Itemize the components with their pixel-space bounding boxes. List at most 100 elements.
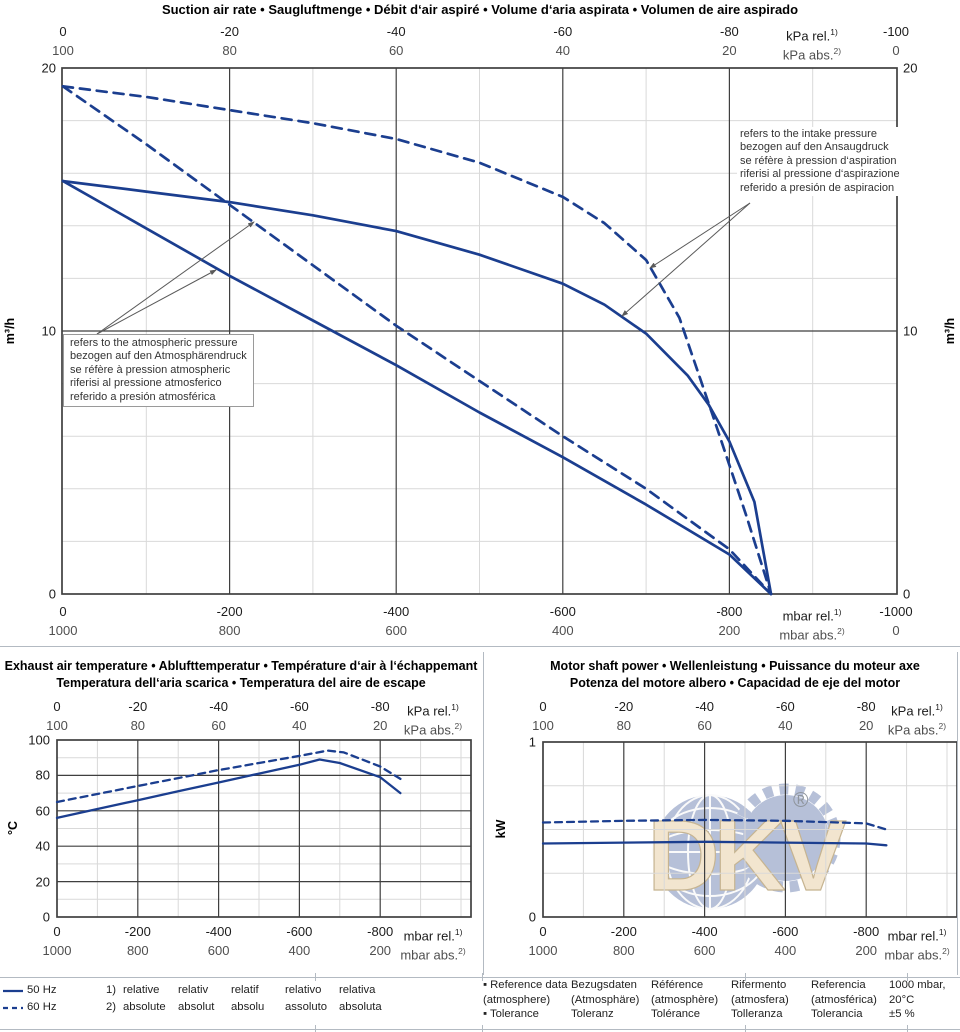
y-tick: 20 <box>35 874 50 890</box>
footnote-term: absolute <box>123 1001 166 1013</box>
annotation-line: bezogen auf den Ansaugdruck <box>740 141 889 154</box>
reference-cell: Tolleranza <box>731 1008 783 1020</box>
annotation-line: riferisi al pressione d‘aspirazione <box>740 168 900 181</box>
x-tick-rel: -80 <box>856 699 876 714</box>
footnote-term: absolu <box>231 1001 265 1013</box>
footnote-number: 2) <box>106 1001 117 1013</box>
x-axis-unit-abs: mbar abs.2) <box>884 946 950 963</box>
footnote-term: relativa <box>339 984 376 996</box>
annotation-arrow <box>96 221 255 335</box>
x-tick-abs: 40 <box>778 718 793 733</box>
x-tick-abs: 800 <box>126 943 149 958</box>
x-tick-rel: -600 <box>549 604 576 619</box>
y-tick: 100 <box>28 732 50 748</box>
x-tick-abs: 600 <box>207 943 230 958</box>
x-tick-rel: -600 <box>286 924 313 939</box>
x-tick-abs: 400 <box>288 943 311 958</box>
x-tick-abs: 40 <box>292 718 307 733</box>
legend-column-tick <box>482 1025 483 1032</box>
x-tick-abs: 0 <box>892 43 900 58</box>
x-tick-abs: 20 <box>372 718 388 733</box>
separator-vertical-middle <box>483 652 484 975</box>
plot-border <box>61 67 898 595</box>
x-tick-rel: -60 <box>775 699 795 714</box>
y-axis-unit: m³/h <box>3 317 17 345</box>
x-tick-rel: -80 <box>370 699 390 714</box>
x-tick-abs: 20 <box>722 43 737 58</box>
y-axis-unit-right: m³/h <box>943 317 957 345</box>
x-tick-rel: -800 <box>853 924 880 939</box>
x-tick-rel: 0 <box>53 699 61 714</box>
curve-50hz <box>55 758 402 820</box>
reference-cell: (atmosférica) <box>811 993 877 1006</box>
x-axis-unit-abs: kPa abs.2) <box>403 721 463 738</box>
y-tick: 10 <box>41 323 56 339</box>
x-axis-unit-rel: kPa rel.1) <box>786 27 838 44</box>
separator-vertical-right <box>957 652 958 975</box>
footnote-term: relatif <box>231 984 259 996</box>
x-tick-abs: 1000 <box>528 943 558 958</box>
chart-plot-0 <box>61 67 898 596</box>
curve-60hz <box>61 85 773 596</box>
y-tick: 0 <box>42 909 50 925</box>
x-tick-abs: 100 <box>46 718 68 733</box>
x-axis-unit-abs: kPa abs.2) <box>782 46 842 63</box>
footnote-term: assoluto <box>285 1001 328 1013</box>
x-tick-rel: -20 <box>220 24 239 39</box>
x-tick-abs: 60 <box>697 718 712 733</box>
x-tick-rel: -40 <box>209 699 228 714</box>
curve-60hz <box>55 749 402 804</box>
x-tick-abs: 600 <box>385 623 408 638</box>
legend-column-tick <box>907 973 908 981</box>
x-tick-rel: 0 <box>539 699 547 714</box>
annotation-line: referido a presión atmosférica <box>70 390 216 403</box>
x-tick-rel: -400 <box>691 924 718 939</box>
x-tick-rel: 0 <box>53 924 61 939</box>
annotation-intake: refers to the intake pressure bezogen auf… <box>737 127 903 197</box>
x-tick-rel: -80 <box>719 24 739 39</box>
x-tick-abs: 80 <box>616 718 632 733</box>
footnote-term: relative <box>123 984 160 996</box>
annotation-line: bezogen auf den Atmosphärendruck <box>70 350 247 363</box>
x-axis-unit-abs: mbar abs.2) <box>779 626 845 643</box>
reference-cell: ±5 % <box>889 1008 915 1020</box>
x-axis-unit-abs: kPa abs.2) <box>887 721 947 738</box>
power-chart-title-2: Potenza del motore albero • Capacidad de… <box>569 676 901 690</box>
x-tick-rel: 0 <box>59 24 67 39</box>
x-tick-abs: 200 <box>369 943 392 958</box>
x-tick-rel: -400 <box>383 604 410 619</box>
reference-cell: Bezugsdaten <box>571 979 637 991</box>
x-axis-unit-rel: kPa rel.1) <box>407 702 459 719</box>
x-tick-abs: 400 <box>774 943 797 958</box>
reference-cell: (atmosfera) <box>731 993 789 1006</box>
reference-cell: ▪ Reference data <box>483 979 568 991</box>
x-tick-abs: 200 <box>855 943 878 958</box>
legend-column-tick <box>907 1025 908 1032</box>
x-tick-rel: -400 <box>205 924 232 939</box>
curve-60hz <box>541 818 888 831</box>
y-axis-unit: °C <box>6 820 20 836</box>
suction-chart-title: Suction air rate • Saugluftmenge • Débit… <box>161 2 799 17</box>
x-tick-rel: -1000 <box>879 604 913 619</box>
x-tick-rel: -40 <box>386 24 406 39</box>
reference-cell: (Atmosphäre) <box>571 993 640 1006</box>
y-tick-right: 10 <box>903 323 918 339</box>
reference-cell: Rifermento <box>731 979 787 991</box>
x-tick-rel: -60 <box>289 699 309 714</box>
annotation-arrow <box>621 202 751 317</box>
separator-horizontal-bottom <box>0 1029 960 1030</box>
x-tick-rel: 0 <box>539 924 547 939</box>
separator-horizontal-legend <box>0 977 960 978</box>
x-tick-abs: 40 <box>555 43 571 58</box>
legend-frequency-label: 50 Hz <box>27 984 57 996</box>
annotation-atmospheric: refers to the atmospheric pressure bezoge… <box>63 334 254 408</box>
x-tick-abs: 1000 <box>48 623 78 638</box>
plot-border <box>56 739 472 918</box>
curve-50hz <box>61 179 773 596</box>
footnote-term: relativo <box>285 984 322 996</box>
legend-column-tick <box>315 1025 316 1032</box>
x-axis-unit-rel: mbar rel.1) <box>782 607 842 624</box>
registered-trademark-icon: ® <box>793 789 809 812</box>
